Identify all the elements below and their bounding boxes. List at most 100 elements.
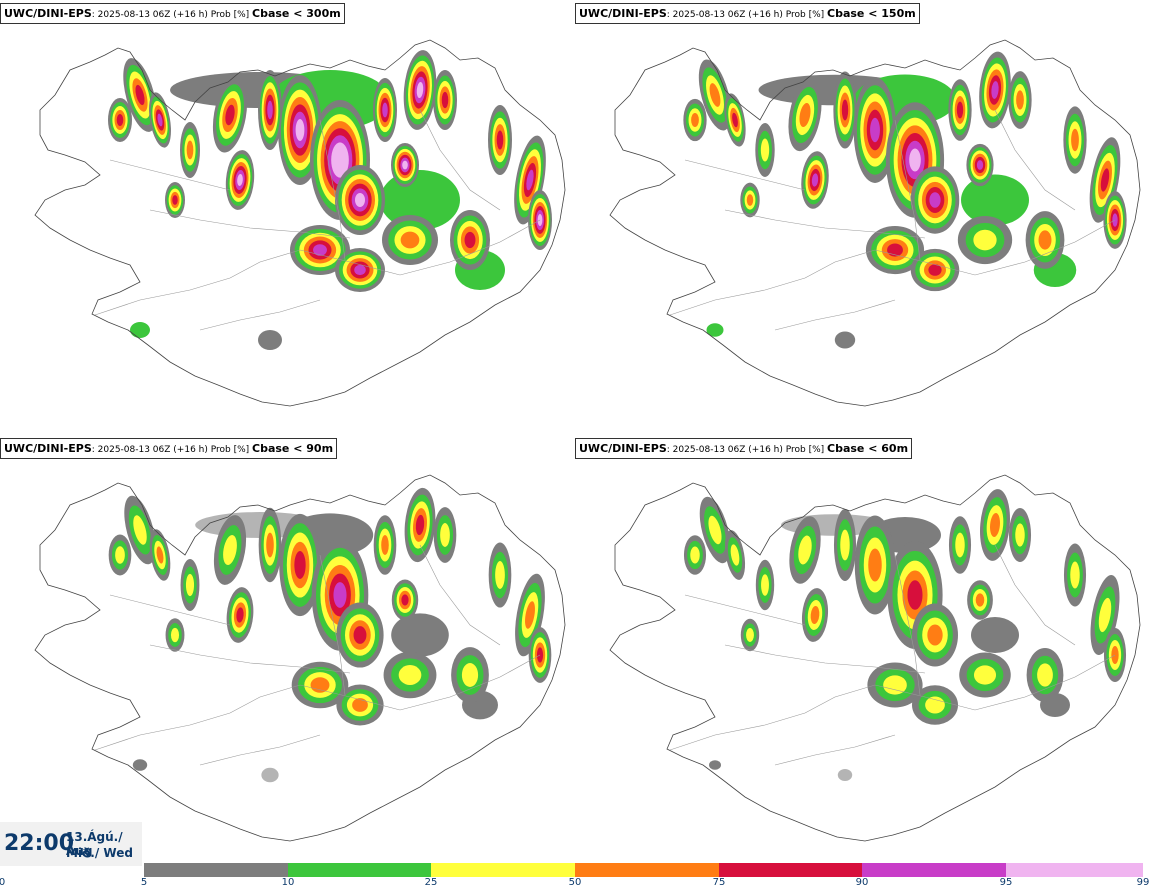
probability-contour bbox=[991, 81, 999, 99]
probability-contour bbox=[973, 229, 997, 251]
road-line bbox=[149, 209, 351, 239]
legend-tick-label: 0 bbox=[0, 877, 6, 888]
probability-contour bbox=[186, 140, 194, 160]
legend-tick-label: 25 bbox=[424, 877, 438, 888]
probability-contour bbox=[810, 606, 820, 624]
legend-tick-label: 10 bbox=[281, 877, 295, 888]
model-name: UWC/DINI-EPS bbox=[4, 7, 92, 20]
road-line bbox=[669, 219, 1116, 316]
probability-contour bbox=[799, 102, 811, 128]
road-line bbox=[199, 734, 321, 766]
probability-contour bbox=[352, 698, 368, 712]
panel-title: UWC/DINI-EPS: 2025-08-13 06Z (+16 h) Pro… bbox=[575, 438, 913, 459]
coastline bbox=[609, 39, 1141, 407]
probability-contour bbox=[708, 515, 722, 545]
legend-swatch bbox=[862, 863, 1006, 877]
panel-title: UWC/DINI-EPS: 2025-08-13 06Z (+16 h) Pro… bbox=[0, 438, 338, 459]
road-line bbox=[684, 594, 806, 626]
road-line bbox=[419, 544, 501, 646]
land-outline bbox=[34, 39, 566, 407]
probability-field bbox=[683, 489, 1127, 781]
probability-contour bbox=[976, 160, 984, 170]
probability-contour bbox=[353, 626, 367, 644]
probability-contour bbox=[1071, 128, 1079, 152]
low-probability-area bbox=[971, 617, 1019, 653]
road-line bbox=[149, 644, 351, 674]
probability-contour bbox=[185, 573, 195, 597]
land-outline bbox=[34, 474, 566, 842]
iceland-map bbox=[609, 39, 1141, 407]
panel-title: UWC/DINI-EPS: 2025-08-13 06Z (+16 h) Pro… bbox=[575, 3, 920, 24]
road-line bbox=[994, 544, 1076, 646]
probability-contour bbox=[440, 523, 450, 547]
map-panel-60m: UWC/DINI-EPS: 2025-08-13 06Z (+16 h) Pro… bbox=[575, 435, 1150, 870]
probability-contour bbox=[402, 160, 408, 170]
probability-contour bbox=[464, 231, 476, 249]
legend-tick-label: 50 bbox=[568, 877, 582, 888]
probability-contour bbox=[354, 264, 366, 276]
road-line bbox=[724, 644, 926, 674]
valid-time-clock: 22:00 bbox=[4, 831, 75, 856]
probability-contour bbox=[955, 532, 965, 558]
probability-contour bbox=[709, 83, 721, 107]
probability-contour bbox=[294, 551, 306, 579]
probability-contour bbox=[760, 138, 770, 162]
probability-contour bbox=[267, 100, 273, 120]
low-probability-area bbox=[834, 331, 856, 349]
run-info: : 2025-08-13 06Z (+16 h) Prob [%] bbox=[91, 445, 253, 455]
threshold-label: Cbase < 90m bbox=[252, 442, 334, 455]
probability-contour bbox=[746, 628, 754, 642]
probability-contour bbox=[929, 192, 941, 208]
probability-contour bbox=[415, 514, 425, 536]
road-line bbox=[109, 594, 231, 626]
land-outline bbox=[609, 39, 1141, 407]
probability-contour bbox=[840, 529, 850, 561]
probability-contour bbox=[868, 548, 882, 582]
road-line bbox=[319, 119, 346, 261]
probability-contour bbox=[975, 593, 985, 607]
probability-contour bbox=[495, 561, 505, 589]
probability-contour bbox=[461, 663, 479, 687]
probability-field bbox=[108, 487, 552, 783]
probability-contour bbox=[811, 173, 819, 187]
probability-contour bbox=[496, 130, 504, 150]
probability-contour bbox=[909, 148, 921, 172]
low-probability-area bbox=[837, 769, 853, 781]
legend-tick-label: 75 bbox=[712, 877, 726, 888]
run-info: : 2025-08-13 06Z (+16 h) Prob [%] bbox=[666, 445, 828, 455]
probability-contour bbox=[382, 102, 388, 118]
legend-swatch bbox=[719, 863, 862, 877]
model-name: UWC/DINI-EPS bbox=[579, 7, 667, 20]
probability-contour bbox=[798, 535, 812, 565]
probability-contour bbox=[133, 515, 147, 545]
road-line bbox=[94, 219, 541, 316]
probability-contour bbox=[691, 112, 699, 128]
probability-contour bbox=[170, 627, 180, 643]
map-panel-150m: UWC/DINI-EPS: 2025-08-13 06Z (+16 h) Pro… bbox=[575, 0, 1150, 435]
probability-contour bbox=[355, 193, 365, 207]
probability-contour bbox=[870, 117, 880, 143]
panel-title: UWC/DINI-EPS: 2025-08-13 06Z (+16 h) Pro… bbox=[0, 3, 345, 24]
road-line bbox=[94, 654, 541, 751]
model-name: UWC/DINI-EPS bbox=[4, 442, 92, 455]
probability-contour bbox=[157, 113, 163, 127]
threshold-label: Cbase < 300m bbox=[252, 7, 341, 20]
probability-contour bbox=[135, 84, 145, 106]
probability-contour bbox=[732, 112, 738, 128]
road-line bbox=[724, 209, 926, 239]
probability-contour bbox=[172, 195, 178, 205]
coastline bbox=[34, 474, 566, 842]
probability-contour bbox=[1070, 561, 1080, 589]
probability-contour bbox=[990, 513, 1000, 537]
valid-date-line2: Mið./ Wed bbox=[66, 846, 133, 860]
probability-contour bbox=[883, 675, 907, 695]
probability-contour bbox=[525, 601, 535, 629]
road-line bbox=[994, 109, 1076, 211]
probability-contour bbox=[398, 665, 422, 685]
probability-contour bbox=[225, 104, 235, 126]
probability-contour bbox=[333, 582, 347, 608]
land-outline bbox=[609, 474, 1141, 842]
low-probability-area bbox=[961, 174, 1029, 226]
run-info: : 2025-08-13 06Z (+16 h) Prob [%] bbox=[91, 10, 253, 20]
probability-contour bbox=[266, 532, 274, 558]
